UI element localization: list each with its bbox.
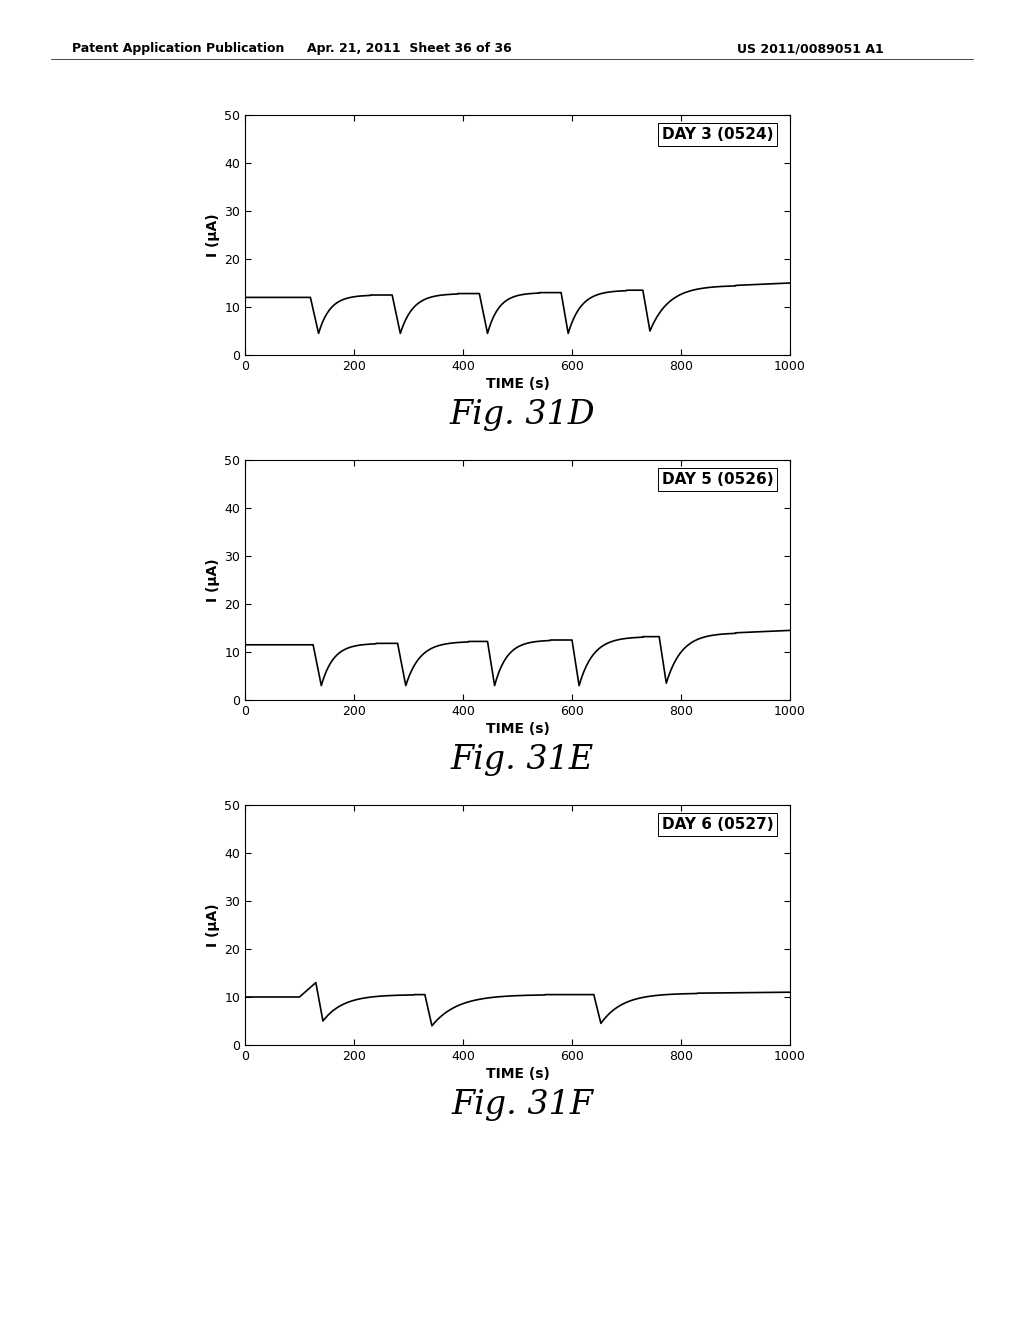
X-axis label: TIME (s): TIME (s): [485, 378, 550, 391]
Text: DAY 6 (0527): DAY 6 (0527): [663, 817, 774, 832]
Y-axis label: I (μA): I (μA): [206, 214, 220, 257]
Text: Fig. 31E: Fig. 31E: [451, 744, 594, 776]
X-axis label: TIME (s): TIME (s): [485, 722, 550, 737]
Text: DAY 5 (0526): DAY 5 (0526): [663, 473, 774, 487]
Y-axis label: I (μA): I (μA): [206, 903, 220, 946]
Text: Patent Application Publication: Patent Application Publication: [72, 42, 284, 55]
Text: DAY 3 (0524): DAY 3 (0524): [663, 127, 774, 143]
Text: Fig. 31F: Fig. 31F: [452, 1089, 593, 1121]
Text: US 2011/0089051 A1: US 2011/0089051 A1: [737, 42, 884, 55]
Text: Fig. 31D: Fig. 31D: [450, 399, 595, 432]
X-axis label: TIME (s): TIME (s): [485, 1067, 550, 1081]
Y-axis label: I (μA): I (μA): [206, 558, 220, 602]
Text: Apr. 21, 2011  Sheet 36 of 36: Apr. 21, 2011 Sheet 36 of 36: [307, 42, 512, 55]
